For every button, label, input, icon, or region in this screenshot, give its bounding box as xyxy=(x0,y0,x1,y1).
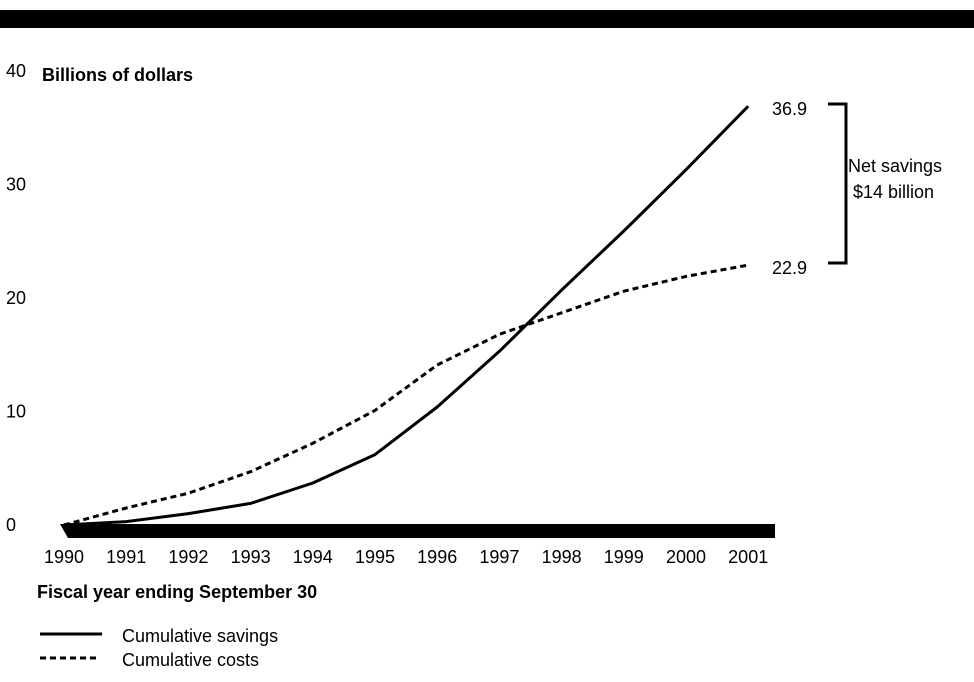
x-tick-label: 1990 xyxy=(44,547,84,567)
x-tick-labels: 1990 1991 1992 1993 1994 1995 1996 1997 1998 1999… xyxy=(44,547,768,567)
y-tick-label: 20 xyxy=(6,288,26,308)
x-tick-label: 1996 xyxy=(417,547,457,567)
y-tick-label: 30 xyxy=(6,175,26,195)
legend-label-savings: Cumulative savings xyxy=(122,626,278,646)
legend: Cumulative savings Cumulative costs xyxy=(40,626,278,670)
y-tick-label: 0 xyxy=(6,515,16,535)
y-tick-label: 10 xyxy=(6,402,26,422)
x-tick-label: 1998 xyxy=(542,547,582,567)
y-tick-label: 40 xyxy=(6,61,26,81)
x-tick-label: 1992 xyxy=(168,547,208,567)
end-label-costs: 22.9 xyxy=(772,258,807,278)
legend-label-costs: Cumulative costs xyxy=(122,650,259,670)
x-tick-label: 1995 xyxy=(355,547,395,567)
bracket-label-line-2: $14 billion xyxy=(853,182,934,202)
series-line-savings xyxy=(63,105,750,527)
end-label-savings: 36.9 xyxy=(772,99,807,119)
series-lines xyxy=(63,105,750,527)
x-axis-title: Fiscal year ending September 30 xyxy=(37,582,317,602)
net-savings-bracket xyxy=(828,102,848,265)
series-line-costs xyxy=(63,263,749,527)
x-tick-label: 2000 xyxy=(666,547,706,567)
bracket-label-line-1: Net savings xyxy=(848,156,942,176)
x-axis-bar xyxy=(60,524,775,538)
x-tick-label: 2001 xyxy=(728,547,768,567)
y-tick-labels: 0 10 20 30 40 xyxy=(6,61,26,535)
x-tick-label: 1997 xyxy=(479,547,519,567)
x-tick-label: 1991 xyxy=(106,547,146,567)
top-banner xyxy=(0,10,974,28)
x-tick-label: 1993 xyxy=(231,547,271,567)
x-tick-label: 1999 xyxy=(604,547,644,567)
x-tick-label: 1994 xyxy=(293,547,333,567)
y-axis-title: Billions of dollars xyxy=(42,65,193,85)
